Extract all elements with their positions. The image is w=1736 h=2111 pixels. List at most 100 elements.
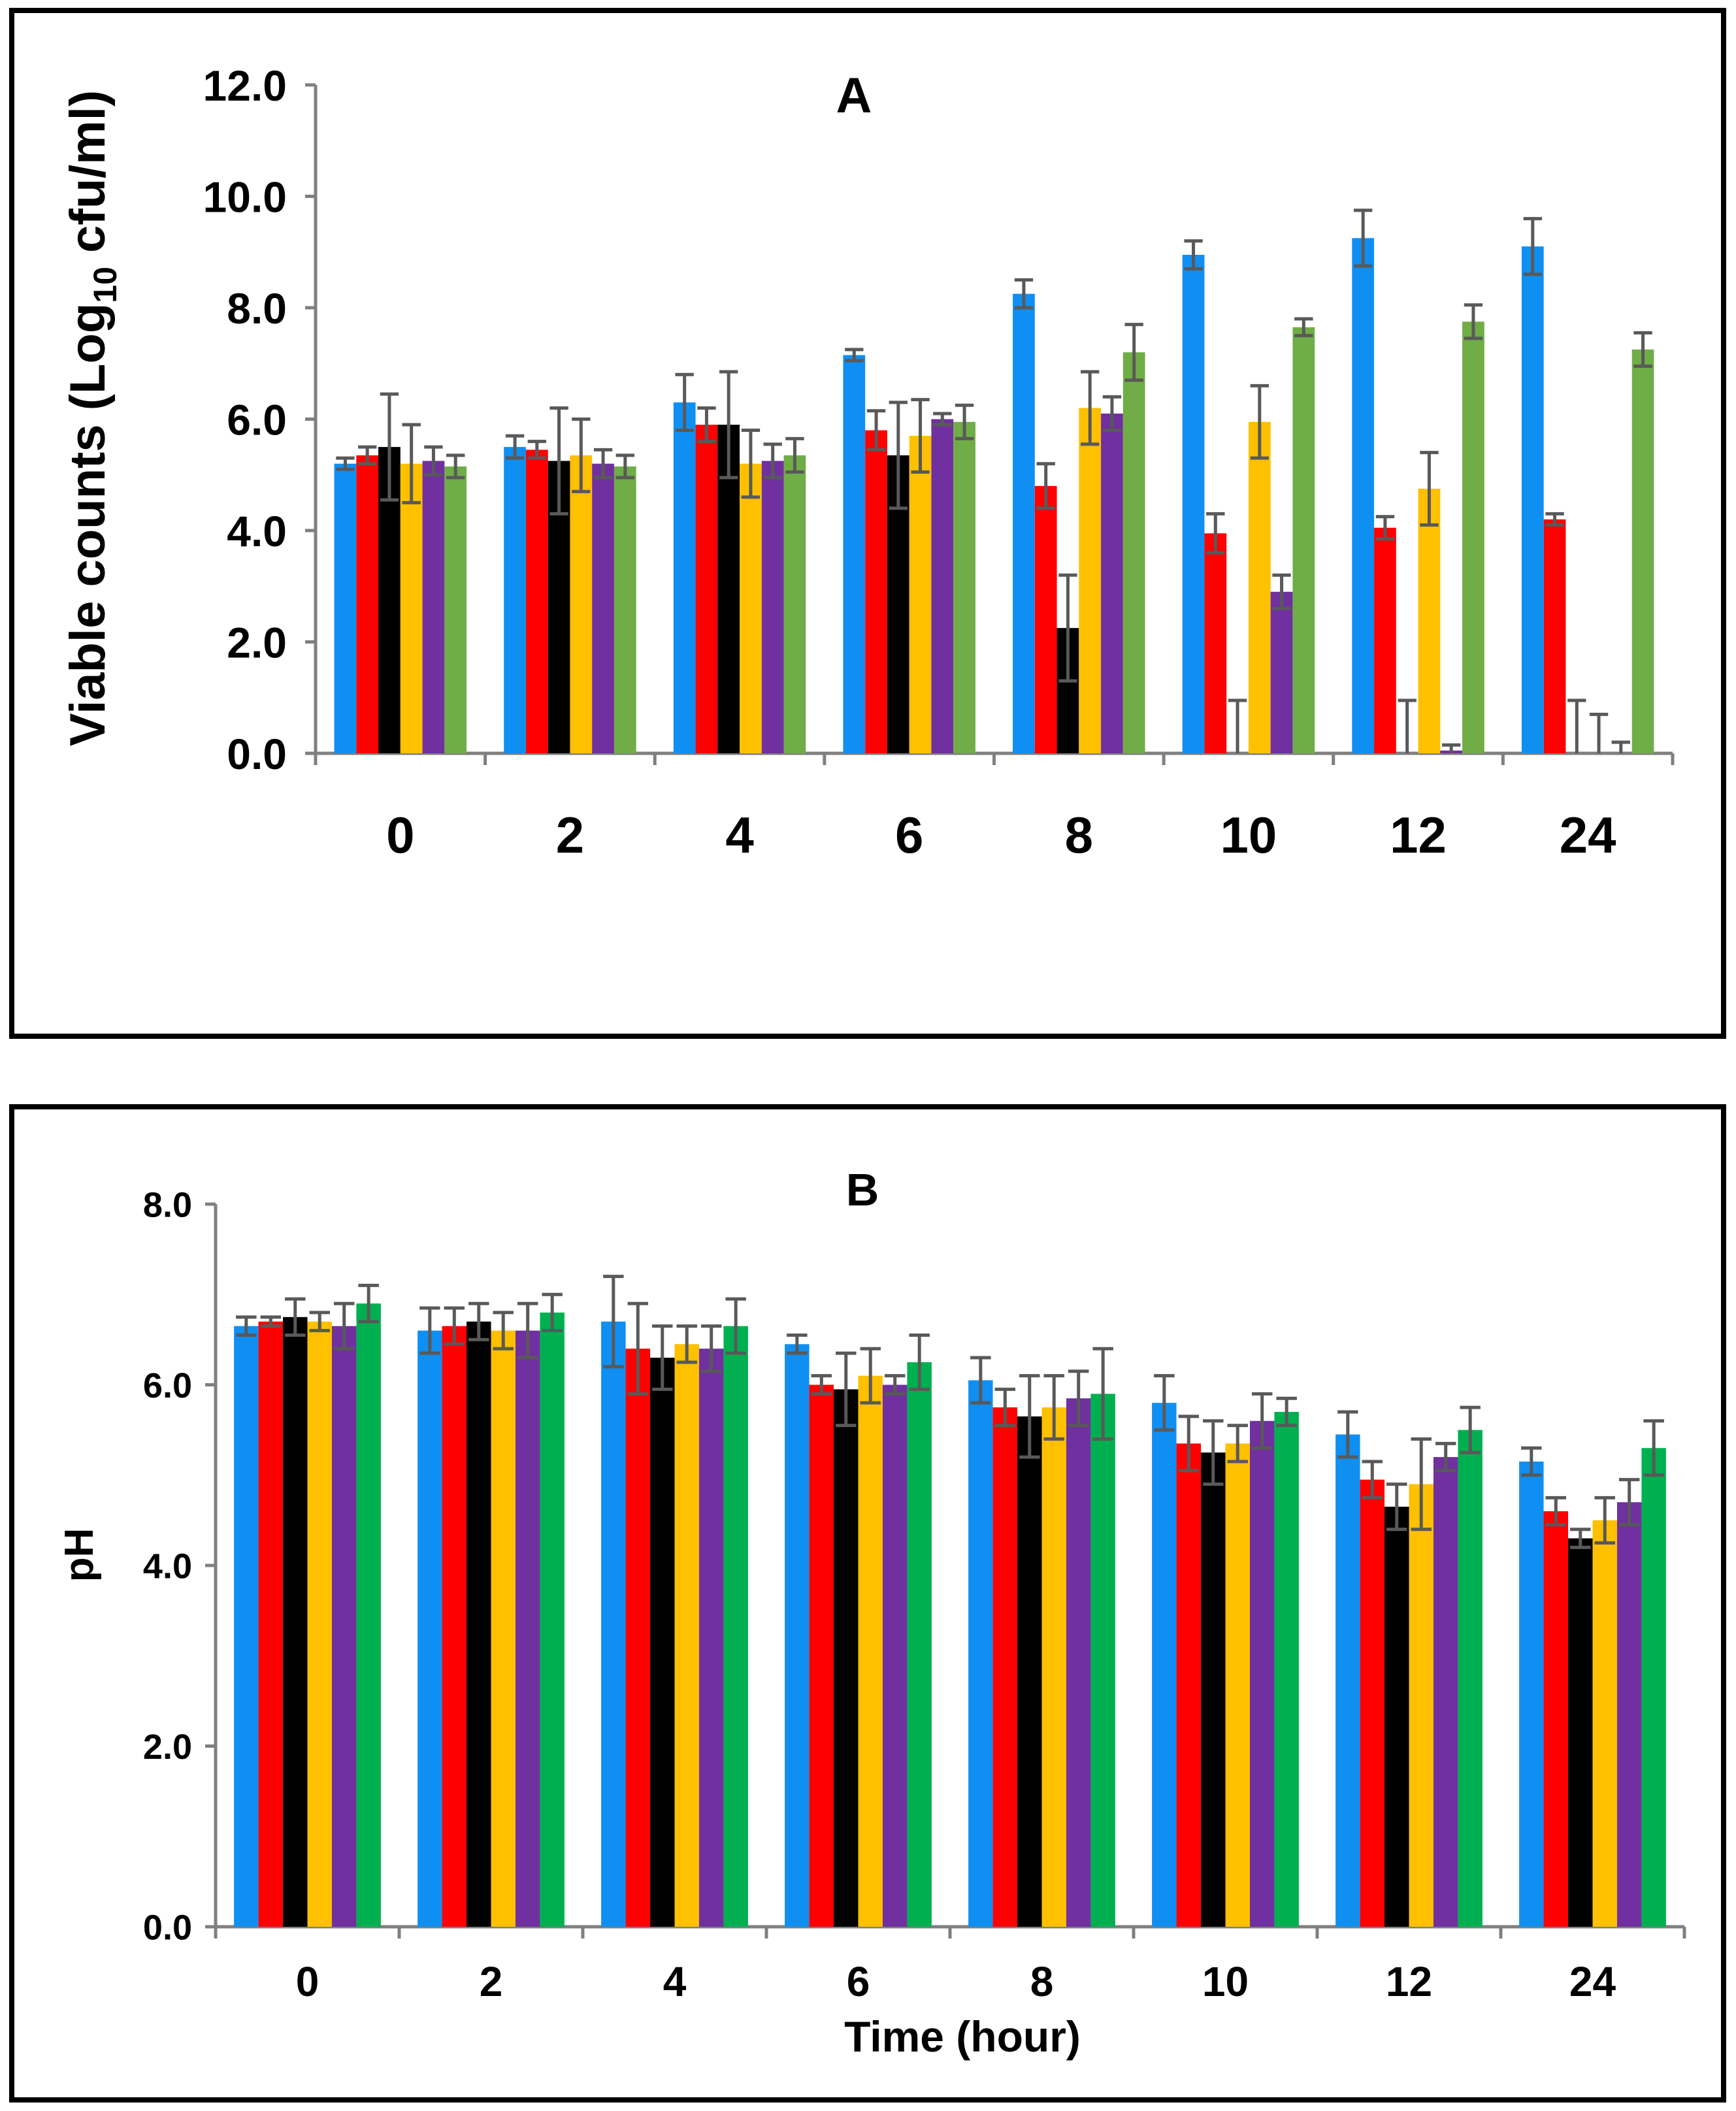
y-tick-label: 4.0: [143, 1546, 192, 1586]
bar: [882, 1384, 908, 1927]
y-tick-label: 2.0: [143, 1727, 192, 1767]
bar: [418, 1330, 442, 1927]
panel-a-frame: [9, 8, 1726, 1039]
panel-a-error-bars: [336, 208, 1652, 753]
bar: [1041, 1407, 1066, 1927]
bar: [234, 1326, 259, 1927]
bar: [614, 466, 636, 753]
y-tick-label: 10.0: [203, 172, 287, 221]
bar: [1519, 1462, 1544, 1927]
bar: [1201, 1452, 1226, 1927]
bar: [992, 1407, 1018, 1927]
bar: [843, 355, 866, 753]
x-category-label: 6: [847, 1958, 870, 2005]
bar: [331, 1326, 357, 1927]
x-category-label: 0: [296, 1958, 319, 2005]
bar: [1616, 1502, 1642, 1927]
bar: [1182, 255, 1205, 753]
y-tick-label: 2.0: [227, 618, 287, 666]
panel-b: 0.02.04.06.08.00 2 4 6 8 10 12 24 B pH Time (ho…: [9, 1104, 1726, 2103]
bar: [723, 1326, 748, 1927]
bar: [968, 1380, 993, 1927]
bar: [698, 1349, 724, 1927]
bar: [601, 1321, 626, 1927]
bar: [1592, 1520, 1617, 1927]
bar: [1458, 1430, 1482, 1927]
bar: [1249, 1420, 1275, 1927]
bar: [1013, 293, 1035, 753]
bar: [356, 455, 379, 753]
x-category-label: 4: [663, 1958, 687, 2005]
bar: [258, 1321, 284, 1927]
y-tick-label: 0.0: [143, 1908, 192, 1947]
bar: [442, 1326, 467, 1927]
bar: [625, 1349, 651, 1927]
x-category-label: 2: [556, 806, 584, 864]
x-category-label: 0: [386, 806, 414, 864]
bar: [1641, 1448, 1666, 1927]
x-category-label: 6: [895, 806, 923, 864]
bar: [1384, 1507, 1409, 1927]
panel-b-x-axis-title: Time (hour): [844, 2012, 1081, 2061]
bar: [1462, 321, 1484, 753]
bar: [1543, 519, 1566, 753]
bar: [283, 1317, 308, 1927]
panel-b-ticks: 0.02.04.06.08.00 2 4 6 8 10 12 24: [143, 1185, 1686, 2005]
bar: [1248, 421, 1271, 753]
x-category-label: 10: [1202, 1958, 1249, 2005]
y-tick-label: 4.0: [227, 507, 287, 555]
y-tick-label: 8.0: [143, 1185, 192, 1224]
bar: [785, 1344, 810, 1927]
bar: [834, 1389, 859, 1927]
bar: [953, 421, 975, 753]
bar: [1225, 1443, 1250, 1927]
panel-a-ticks: 0.02.04.06.08.010.012.00 2 4 6 8 10 12 24: [203, 61, 1675, 864]
bar: [907, 1362, 932, 1927]
bar: [1017, 1416, 1042, 1927]
bar: [334, 463, 357, 753]
bar: [356, 1303, 381, 1927]
bar: [1034, 485, 1057, 753]
bar: [467, 1321, 491, 1927]
bar: [1204, 533, 1227, 753]
panel-a-y-title-main: Viable counts (Log: [60, 303, 116, 746]
bar: [1352, 238, 1375, 753]
panel-b-bars: [234, 1303, 1666, 1927]
x-category-label: 8: [1065, 806, 1093, 864]
bar: [400, 463, 423, 753]
bar: [540, 1312, 565, 1927]
y-tick-label: 12.0: [203, 61, 287, 110]
bar: [1152, 1403, 1177, 1927]
bar: [931, 419, 954, 753]
bar: [515, 1330, 540, 1927]
bar: [504, 447, 526, 753]
panel-a-label: A: [836, 68, 872, 123]
panel-a: 0.02.04.06.08.010.012.00 2 4 6 8 10 12 24 A Via…: [9, 8, 1726, 1039]
y-tick-label: 0.0: [227, 730, 287, 778]
panel-a-y-axis-title: Viable counts (Log10 cfu/ml): [60, 90, 123, 746]
panel-b-frame: [9, 1104, 1726, 2103]
bar: [1176, 1443, 1202, 1927]
panel-b-y-axis-title: pH: [57, 1528, 102, 1582]
bar: [1090, 1394, 1115, 1927]
bar: [422, 461, 445, 753]
x-category-label: 24: [1560, 806, 1616, 864]
bar: [1374, 527, 1396, 753]
bar: [761, 461, 784, 753]
bar: [570, 455, 593, 753]
panel-a-y-title-tail: cfu/ml): [60, 90, 116, 267]
bar: [1418, 489, 1441, 753]
bar: [674, 1344, 699, 1927]
bar: [592, 463, 614, 753]
bar: [740, 463, 762, 753]
bar: [307, 1321, 332, 1927]
bar: [491, 1330, 516, 1927]
bar: [444, 466, 467, 753]
panel-b-error-bars: [236, 1275, 1664, 1549]
bar: [1101, 413, 1123, 753]
bar: [1631, 349, 1654, 753]
x-category-label: 12: [1390, 806, 1447, 864]
bar: [1543, 1511, 1569, 1927]
panel-a-bars: [334, 238, 1654, 754]
